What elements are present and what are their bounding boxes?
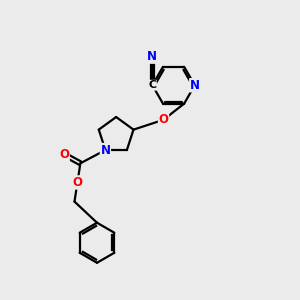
Text: O: O	[59, 148, 69, 161]
Text: N: N	[190, 79, 200, 92]
Text: O: O	[72, 176, 82, 189]
Text: N: N	[147, 50, 158, 63]
Text: O: O	[158, 113, 169, 126]
Text: N: N	[100, 143, 110, 157]
Text: C: C	[148, 80, 156, 90]
